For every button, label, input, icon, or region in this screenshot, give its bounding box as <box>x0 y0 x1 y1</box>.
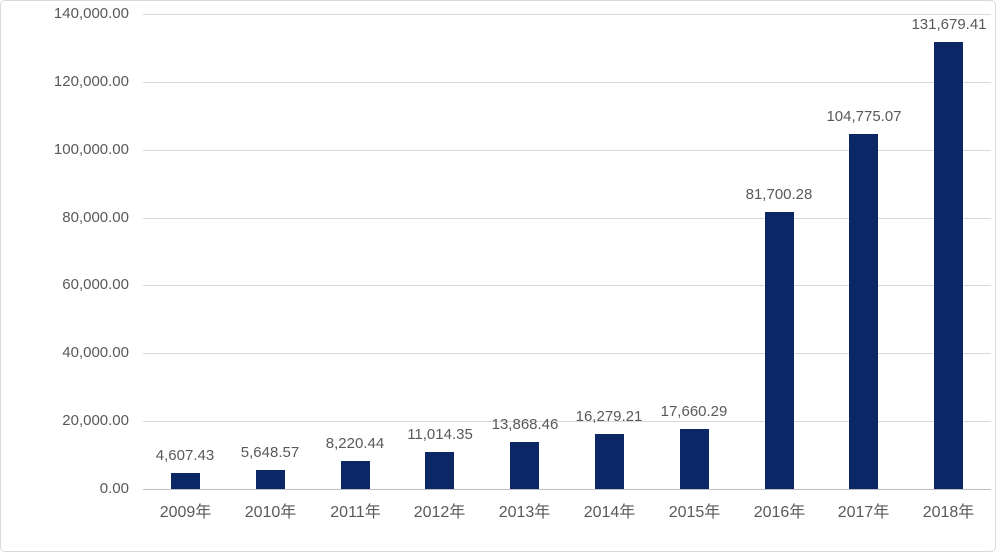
bar-value-label: 104,775.07 <box>826 108 902 125</box>
bar-value-label: 4,607.43 <box>155 447 215 464</box>
bar-value-label: 131,679.41 <box>911 16 987 33</box>
x-axis-tick-label: 2013年 <box>498 504 551 521</box>
x-axis-tick-label: 2016年 <box>753 504 806 521</box>
bar-2015年 <box>680 429 709 489</box>
bar-value-label: 16,279.21 <box>575 408 643 425</box>
bar-2018年 <box>934 42 963 489</box>
gridline <box>143 14 991 15</box>
y-axis-tick-label: 0.00 <box>99 480 129 497</box>
x-axis-tick-label: 2012年 <box>413 504 466 521</box>
bar-2017年 <box>849 134 878 489</box>
bar-value-label: 81,700.28 <box>745 186 813 203</box>
x-axis-tick-label: 2015年 <box>668 504 721 521</box>
bar-2016年 <box>765 212 794 489</box>
bar-2010年 <box>256 470 285 489</box>
bar-2014年 <box>595 434 624 489</box>
bar-2011年 <box>341 461 370 489</box>
x-axis-tick-label: 2009年 <box>159 504 212 521</box>
x-axis-tick-label: 2010年 <box>244 504 297 521</box>
x-axis-tick-label: 2014年 <box>583 504 636 521</box>
y-axis-tick-label: 20,000.00 <box>62 412 129 429</box>
bar-value-label: 13,868.46 <box>491 416 559 433</box>
bar-value-label: 17,660.29 <box>660 403 728 420</box>
gridline <box>143 82 991 83</box>
bar-value-label: 5,648.57 <box>240 444 300 461</box>
x-axis-tick-label: 2018年 <box>922 504 975 521</box>
x-axis-tick-label: 2011年 <box>330 504 381 521</box>
bar-2012年 <box>425 452 454 489</box>
bar-2013年 <box>510 442 539 489</box>
bar-2009年 <box>171 473 200 489</box>
y-axis-tick-label: 80,000.00 <box>62 209 129 226</box>
y-axis-tick-label: 60,000.00 <box>62 276 129 293</box>
x-axis-tick-label: 2017年 <box>837 504 890 521</box>
bar-value-label: 8,220.44 <box>325 435 385 452</box>
y-axis-tick-label: 140,000.00 <box>53 5 129 22</box>
y-axis-tick-label: 100,000.00 <box>53 141 129 158</box>
y-axis-tick-label: 40,000.00 <box>62 344 129 361</box>
x-axis-line <box>143 489 991 490</box>
bar-value-label: 11,014.35 <box>407 426 473 443</box>
y-axis-tick-label: 120,000.00 <box>53 73 129 90</box>
